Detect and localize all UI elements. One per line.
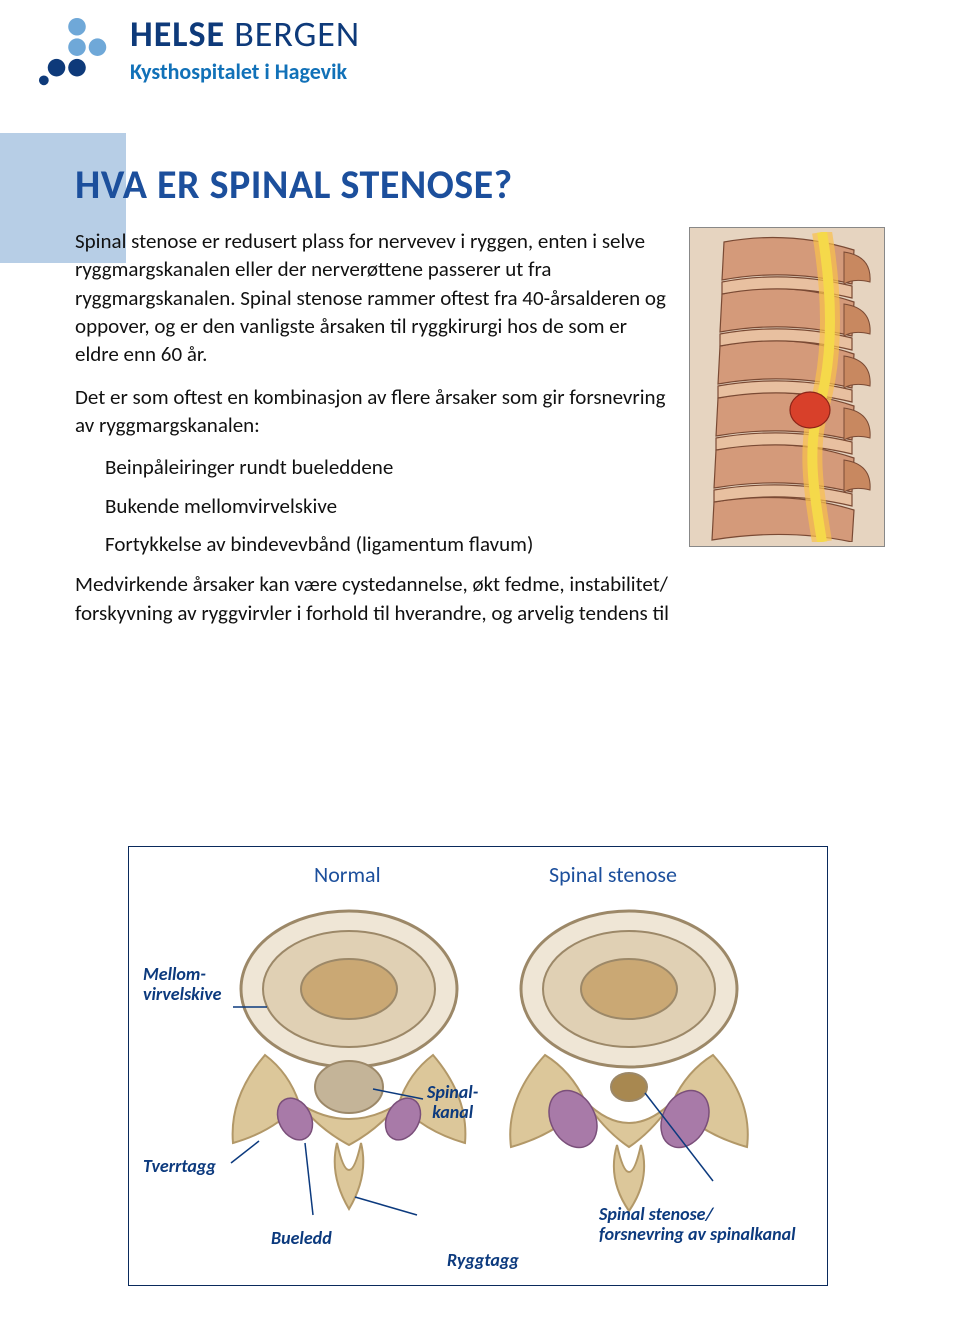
vertebra-comparison-diagram: Normal Spinal stenose: [128, 846, 828, 1286]
logo-title-light: BERGEN: [225, 12, 360, 56]
diagram-label-ryggtagg: Ryggtagg: [447, 1251, 519, 1271]
bullet-item: Beinpåleiringer rundt bueleddene: [105, 453, 671, 481]
vertebra-stenosis-icon: [499, 897, 759, 1217]
bullet-item: Fortykkelse av bindevevbånd (ligamentum …: [105, 530, 671, 558]
logo-mark-icon: [38, 16, 116, 94]
paragraph-1: Spinal stenose er redusert plass for ner…: [75, 227, 671, 369]
diagram-label-bueledd: Bueledd: [271, 1229, 332, 1249]
diagram-label-mellomvirvelskive: Mellom-virvelskive: [143, 965, 222, 1005]
paragraph-2: Det er som oftest en kombinasjon av fler…: [75, 383, 671, 440]
spine-sagittal-figure: [689, 227, 885, 547]
intro-text: Spinal stenose er redusert plass for ner…: [75, 227, 671, 641]
diagram-label-stenose: Spinal stenose/forsnevring av spinalkana…: [599, 1205, 796, 1245]
vertebra-normal-icon: [219, 897, 479, 1217]
logo-area: HELSE BERGEN Kysthospitalet i Hagevik: [38, 16, 360, 94]
paragraph-3: Medvirkende årsaker kan være cystedannel…: [75, 570, 671, 627]
bullet-list: Beinpåleiringer rundt bueleddene Bukende…: [105, 453, 671, 558]
content-area: HVA ER SPINAL STENOSE? Spinal stenose er…: [75, 160, 885, 641]
bullet-item: Bukende mellomvirvelskive: [105, 492, 671, 520]
page-title: HVA ER SPINAL STENOSE?: [75, 160, 885, 209]
page: HELSE BERGEN Kysthospitalet i Hagevik HV…: [0, 0, 960, 1325]
intro-row: Spinal stenose er redusert plass for ner…: [75, 227, 885, 641]
diagram-label-tverrtagg: Tverrtagg: [143, 1157, 216, 1177]
diagram-label-spinalkanal: Spinal-kanal: [427, 1083, 478, 1123]
logo-title: HELSE BERGEN: [130, 16, 360, 54]
diagram-col-right-title: Spinal stenose: [549, 861, 677, 888]
logo-text: HELSE BERGEN Kysthospitalet i Hagevik: [130, 16, 360, 85]
logo-title-heavy: HELSE: [130, 12, 225, 56]
logo-subtitle: Kysthospitalet i Hagevik: [130, 58, 360, 85]
diagram-col-left-title: Normal: [314, 861, 381, 888]
